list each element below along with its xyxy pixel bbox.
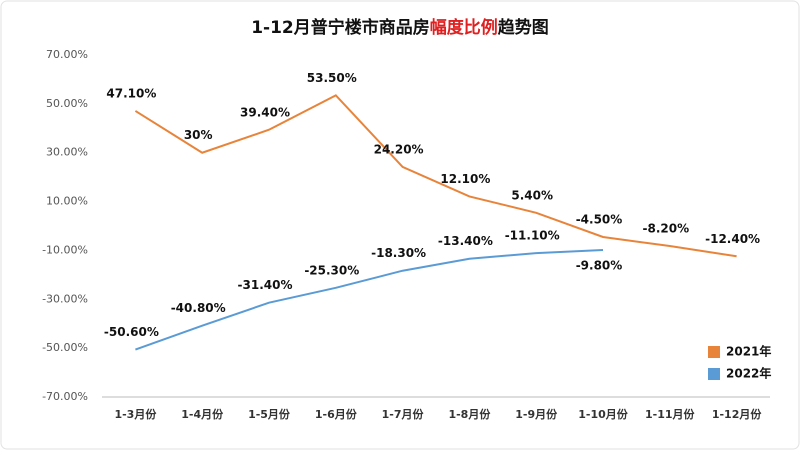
x-tick-label: 1-12月份 — [712, 407, 763, 421]
value-label: 53.50% — [307, 71, 357, 85]
legend-swatch — [708, 368, 720, 380]
legend-label: 2021年 — [726, 344, 771, 359]
title-part: 1-12月普宁楼市商品房 — [251, 17, 430, 38]
value-label: 24.20% — [374, 142, 424, 156]
y-tick-label: 70.00% — [46, 48, 88, 61]
x-tick-label: 1-11月份 — [645, 407, 696, 421]
value-label: -11.10% — [505, 229, 560, 243]
value-label: 12.10% — [440, 172, 490, 186]
x-tick-label: 1-8月份 — [448, 407, 491, 421]
x-tick-label: 1-7月份 — [382, 407, 425, 421]
legend-swatch — [708, 346, 720, 358]
value-label: -4.50% — [576, 212, 623, 226]
value-label: -25.30% — [304, 263, 359, 277]
y-tick-label: 30.00% — [46, 146, 88, 159]
series-line — [134, 94, 737, 258]
x-tick-label: 1-9月份 — [515, 407, 558, 421]
x-tick-label: 1-6月份 — [315, 407, 358, 421]
legend-label: 2022年 — [726, 366, 771, 381]
chart-title: 1-12月普宁楼市商品房幅度比例趋势图 — [251, 17, 549, 38]
value-label: 30% — [184, 128, 213, 142]
x-tick-label: 1-5月份 — [248, 407, 291, 421]
value-label: 47.10% — [106, 86, 156, 100]
x-tick-label: 1-10月份 — [578, 407, 629, 421]
x-tick-label: 1-3月份 — [114, 407, 157, 421]
value-label: -18.30% — [371, 246, 426, 260]
y-tick-label: -30.00% — [42, 292, 88, 305]
y-tick-label: 10.00% — [46, 195, 88, 208]
value-label: -31.40% — [238, 278, 293, 292]
value-label: -12.40% — [705, 232, 760, 246]
y-tick-label: 50.00% — [46, 97, 88, 110]
title-part: 幅度比例 — [430, 17, 498, 38]
value-label: 5.40% — [511, 188, 553, 202]
y-tick-label: -10.00% — [42, 243, 88, 256]
series-line — [135, 248, 604, 351]
value-label: -9.80% — [576, 258, 623, 272]
value-label: -50.60% — [104, 325, 159, 339]
title-part: 趋势图 — [498, 17, 549, 38]
value-label: -40.80% — [171, 301, 226, 315]
x-tick-label: 1-4月份 — [181, 407, 224, 421]
y-tick-label: -50.00% — [42, 341, 88, 354]
value-label: 39.40% — [240, 105, 290, 119]
value-label: -8.20% — [642, 222, 689, 236]
value-label: -13.40% — [438, 234, 493, 248]
y-tick-label: -70.00% — [42, 390, 88, 403]
